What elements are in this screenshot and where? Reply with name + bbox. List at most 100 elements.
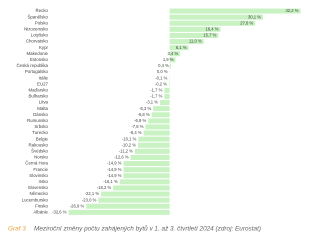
value-label: -32,6 % (52, 209, 67, 214)
bar (169, 26, 221, 32)
category-label: Malta (37, 106, 48, 111)
category-label: Turecko (32, 130, 48, 135)
category-label: Polsko (35, 20, 49, 25)
bar (86, 203, 170, 209)
category-label: Česká republika (17, 63, 49, 68)
value-label: 11,0 % (189, 39, 202, 44)
category-label: EU27 (37, 81, 49, 86)
bar (138, 142, 170, 148)
value-label: 0,4 % (158, 63, 169, 68)
bar (169, 57, 176, 63)
category-label: Srbsko (34, 124, 48, 129)
bar (169, 8, 301, 14)
bar (151, 112, 170, 118)
bar (169, 32, 219, 38)
bar (143, 130, 170, 136)
value-label: 15,7 % (203, 33, 216, 38)
category-label: Bulharsko (28, 94, 48, 99)
category-label: Španělsko (27, 14, 48, 19)
bar (148, 118, 170, 124)
bar (123, 161, 170, 167)
bar (169, 20, 256, 26)
value-label: -5,3 % (139, 106, 151, 111)
category-label: Slovinsko (29, 173, 48, 178)
bar (164, 87, 170, 93)
category-label: Rumunsko (27, 118, 49, 123)
bar (134, 148, 170, 154)
category-label: Černá Hora (25, 161, 48, 166)
value-label: -26,9 % (70, 203, 85, 208)
value-label: -8,4 % (129, 130, 141, 135)
bar (160, 100, 170, 106)
category-label: Finsko (35, 203, 48, 208)
bar (101, 191, 170, 197)
caption-label: Graf 3 (8, 226, 26, 233)
bar (123, 173, 170, 179)
category-label: Rakousko (28, 142, 48, 147)
bar (169, 14, 263, 20)
value-label: 0,0 % (157, 69, 168, 74)
bar (145, 124, 170, 130)
value-label: -0,2 % (155, 81, 167, 86)
category-label: Irsko (38, 179, 48, 184)
category-label: Nizozemsko (24, 27, 48, 32)
category-label: Makedonie (27, 51, 49, 56)
category-label: Portugalsko (25, 69, 49, 74)
value-label: 6,1 % (176, 45, 187, 50)
bar (98, 197, 170, 203)
bar (68, 209, 170, 215)
category-label: Norsko (34, 155, 48, 160)
category-label: Řecko (36, 8, 49, 13)
bar (153, 106, 170, 112)
bar (164, 93, 170, 99)
value-label: 27,6 % (240, 20, 253, 25)
value-label: -23,0 % (82, 197, 97, 202)
bar (169, 39, 204, 45)
value-label: -1,7 % (150, 94, 162, 99)
bar (169, 51, 181, 57)
category-label: Albánie (33, 210, 48, 215)
category-label: Litva (39, 100, 49, 105)
value-label: -0,1 % (155, 75, 167, 80)
bar (169, 45, 189, 51)
bar (130, 154, 170, 160)
value-label: -3,1 % (146, 100, 158, 105)
category-label: Dánsko (33, 112, 48, 117)
category-label: Slovensko (28, 185, 49, 190)
bar (113, 185, 170, 191)
category-label: Estonsko (30, 57, 49, 62)
category-label: Lucembursko (22, 197, 49, 202)
value-label: -7,8 % (131, 124, 143, 129)
category-label: Francie (33, 167, 48, 172)
category-label: Švédsko (31, 149, 48, 154)
bar (169, 81, 170, 87)
category-label: Maďarsko (28, 88, 48, 93)
value-label: 1,9 % (163, 57, 174, 62)
bar (123, 167, 170, 173)
value-label: -22,1 % (85, 191, 100, 196)
value-label: -11,2 % (119, 148, 133, 153)
value-label: -6,9 % (134, 118, 146, 123)
chart-title: Meziroční změny počtu zahájených bytů v … (34, 225, 261, 233)
value-label: -18,2 % (97, 185, 112, 190)
bar (138, 136, 170, 142)
value-label: -14,9 % (107, 161, 122, 166)
bar (119, 179, 170, 185)
value-label: 30,1 % (248, 14, 261, 19)
value-label: 16,4 % (205, 26, 218, 31)
category-label: Lotyšsko (31, 33, 49, 38)
value-label: -10,1 % (122, 136, 137, 141)
category-label: Itálie (39, 75, 49, 80)
value-label: -5,8 % (138, 112, 150, 117)
value-label: -16,1 % (103, 179, 118, 184)
category-label: Kypr (39, 45, 49, 50)
category-label: Chorvatsko (26, 39, 49, 44)
category-label: Německo (29, 191, 48, 196)
value-label: 42,2 % (285, 8, 298, 13)
value-label: -14,9 % (107, 167, 122, 172)
category-label: Belgie (36, 136, 49, 141)
value-label: 3,4 % (167, 51, 178, 56)
value-label: -14,9 % (107, 173, 122, 178)
bar (169, 63, 171, 69)
